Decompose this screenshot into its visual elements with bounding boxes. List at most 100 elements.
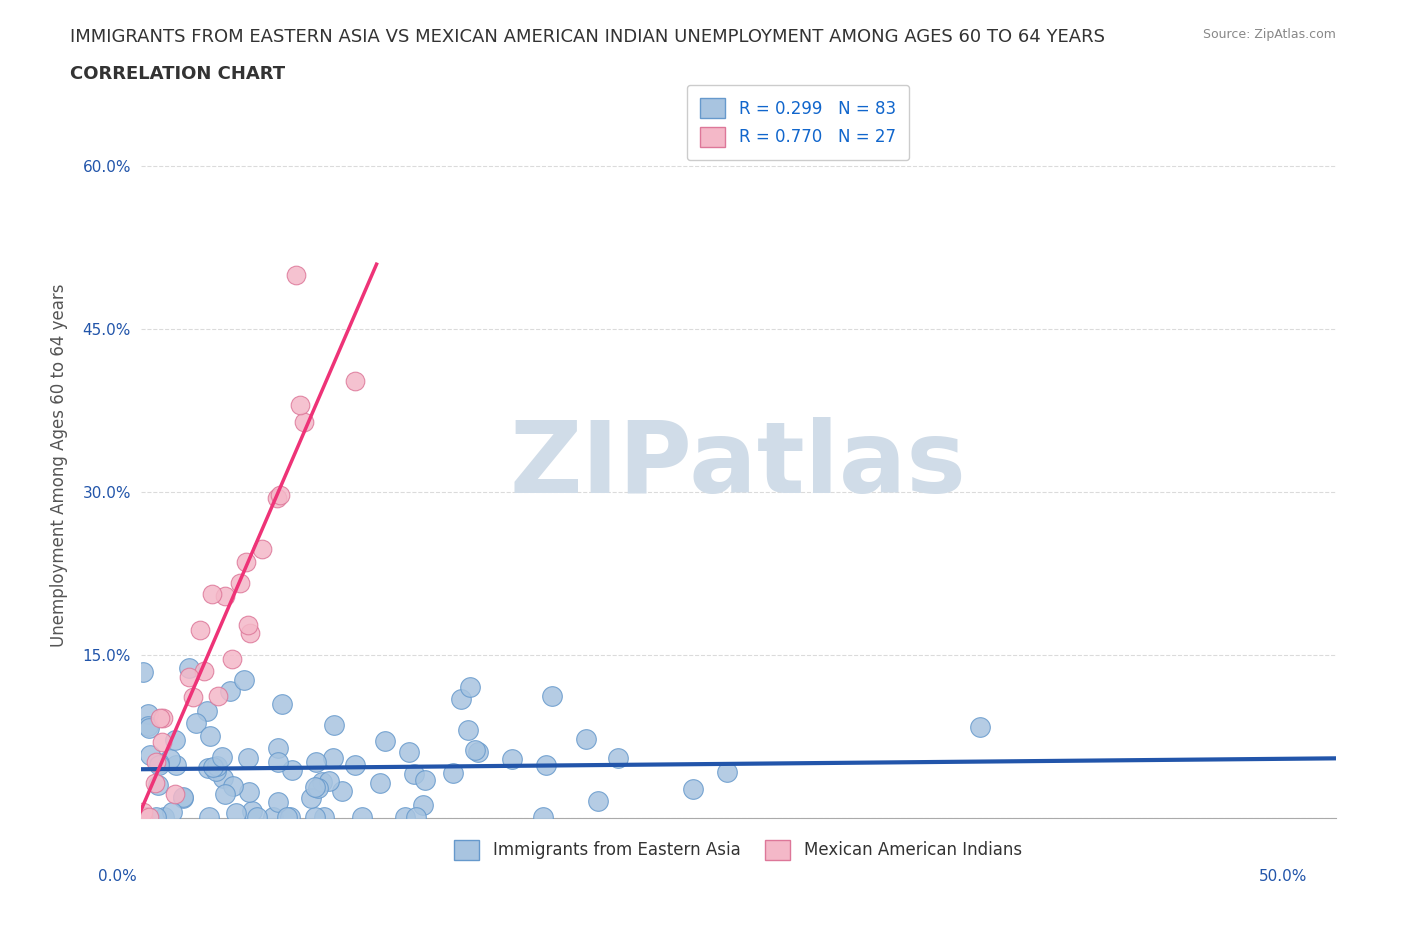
Point: [138, 809, 160, 824]
Point: [450, 692, 472, 707]
Point: [225, 805, 247, 820]
Point: [160, 804, 183, 819]
Point: [184, 715, 207, 730]
Point: [152, 810, 174, 825]
Point: [299, 790, 322, 805]
Point: [197, 761, 219, 776]
Point: [139, 748, 162, 763]
Point: [207, 688, 229, 703]
Point: [374, 734, 396, 749]
Point: [308, 780, 330, 795]
Point: [152, 711, 174, 725]
Point: [202, 760, 225, 775]
Point: [132, 810, 155, 825]
Point: [323, 718, 346, 733]
Point: [229, 576, 252, 591]
Point: [172, 790, 194, 804]
Point: [284, 267, 308, 282]
Point: [262, 810, 284, 825]
Point: [344, 373, 367, 388]
Point: [188, 623, 211, 638]
Point: [405, 810, 427, 825]
Point: [575, 731, 598, 746]
Text: IMMIGRANTS FROM EASTERN ASIA VS MEXICAN AMERICAN INDIAN UNEMPLOYMENT AMONG AGES : IMMIGRANTS FROM EASTERN ASIA VS MEXICAN …: [70, 28, 1105, 46]
Point: [458, 679, 481, 694]
Point: [240, 804, 263, 818]
Point: [179, 670, 201, 684]
Point: [207, 759, 229, 774]
Point: [172, 790, 194, 805]
Point: [314, 810, 336, 825]
Point: [214, 786, 236, 801]
Legend: Immigrants from Eastern Asia, Mexican American Indians: Immigrants from Eastern Asia, Mexican Am…: [447, 833, 1029, 867]
Text: ZIPatlas: ZIPatlas: [510, 417, 966, 513]
Point: [322, 751, 344, 765]
Point: [278, 810, 301, 825]
Point: [330, 784, 353, 799]
Point: [311, 774, 333, 789]
Point: [132, 664, 155, 679]
Point: [221, 651, 243, 666]
Point: [179, 661, 201, 676]
Point: [467, 745, 489, 760]
Point: [200, 728, 222, 743]
Point: [350, 810, 373, 825]
Point: [149, 711, 172, 725]
Point: [181, 689, 204, 704]
Point: [969, 720, 991, 735]
Point: [238, 784, 260, 799]
Point: [163, 787, 186, 802]
Point: [233, 672, 256, 687]
Point: [148, 755, 170, 770]
Point: [716, 764, 738, 779]
Point: [304, 810, 326, 825]
Text: 0.0%: 0.0%: [98, 869, 138, 883]
Point: [370, 776, 392, 790]
Point: [150, 735, 173, 750]
Text: 50.0%: 50.0%: [1260, 869, 1308, 883]
Point: [682, 781, 704, 796]
Point: [531, 810, 554, 825]
Point: [586, 794, 609, 809]
Point: [235, 554, 257, 569]
Point: [541, 689, 564, 704]
Point: [267, 754, 290, 769]
Point: [267, 740, 290, 755]
Point: [394, 810, 416, 825]
Point: [145, 810, 167, 825]
Y-axis label: Unemployment Among Ages 60 to 64 years: Unemployment Among Ages 60 to 64 years: [51, 284, 69, 646]
Point: [239, 626, 262, 641]
Point: [304, 779, 326, 794]
Point: [269, 487, 291, 502]
Point: [266, 491, 288, 506]
Point: [143, 775, 166, 790]
Point: [148, 777, 170, 792]
Point: [148, 757, 170, 772]
Point: [250, 541, 273, 556]
Point: [305, 754, 328, 769]
Point: [457, 723, 479, 737]
Text: CORRELATION CHART: CORRELATION CHART: [70, 65, 285, 83]
Point: [276, 810, 298, 825]
Point: [201, 760, 224, 775]
Point: [212, 770, 235, 785]
Point: [136, 707, 159, 722]
Point: [343, 757, 366, 772]
Point: [246, 810, 269, 825]
Point: [402, 766, 425, 781]
Point: [412, 798, 434, 813]
Point: [236, 751, 259, 765]
Point: [413, 773, 436, 788]
Point: [138, 721, 160, 736]
Point: [165, 733, 187, 748]
Point: [159, 752, 181, 767]
Point: [198, 810, 221, 825]
Point: [236, 618, 259, 632]
Point: [267, 795, 290, 810]
Point: [219, 683, 242, 698]
Point: [193, 664, 215, 679]
Point: [318, 774, 340, 789]
Point: [138, 719, 160, 734]
Point: [195, 703, 218, 718]
Point: [214, 589, 236, 604]
